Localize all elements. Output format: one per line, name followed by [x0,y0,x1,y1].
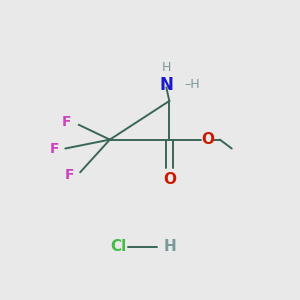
Text: O: O [163,172,176,187]
Text: F: F [62,115,71,129]
Text: –H: –H [184,78,200,91]
Text: F: F [65,168,74,182]
Text: H: H [164,239,176,254]
Text: Cl: Cl [110,239,126,254]
Text: O: O [202,132,214,147]
Text: F: F [50,142,59,155]
Text: H: H [162,61,171,74]
Text: N: N [159,76,173,94]
